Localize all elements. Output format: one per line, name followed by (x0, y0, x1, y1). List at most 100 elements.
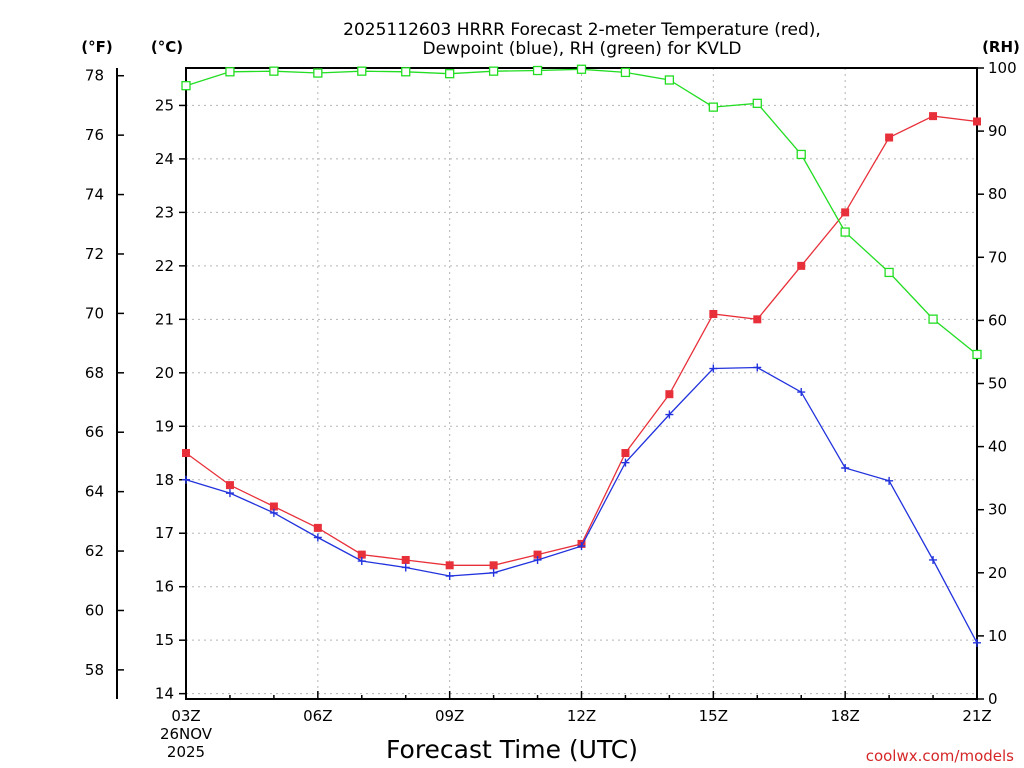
rh-point (620, 67, 631, 78)
series-dewpoint (182, 363, 981, 647)
dewpoint-point (357, 557, 366, 566)
fahrenheit-tick-label: 58 (85, 661, 104, 679)
celsius-tick-label: 23 (155, 203, 174, 221)
dewpoint-point (665, 410, 674, 419)
rh-tick-label: 20 (988, 564, 1007, 582)
temperature-point (753, 315, 762, 324)
dewpoint-point (533, 555, 542, 564)
rh-point (884, 267, 894, 278)
rh-point (181, 81, 191, 91)
temperature-point (929, 112, 938, 121)
rh-point (225, 67, 235, 77)
dewpoint-point (885, 476, 894, 485)
chart-title-line-2: Dewpoint (blue), RH (green) for KVLD (423, 39, 742, 59)
axes (116, 67, 984, 700)
data-series (181, 64, 982, 647)
dewpoint-point (313, 533, 322, 542)
temperature-point (401, 555, 410, 564)
credit-text: coolwx.com/models (866, 747, 1014, 765)
fahrenheit-tick-label: 64 (85, 483, 104, 501)
date-label-year: 2025 (167, 743, 205, 761)
fahrenheit-tick-label: 60 (85, 601, 104, 619)
dewpoint-point (797, 388, 806, 397)
temperature-point (973, 117, 981, 126)
celsius-tick-label: 20 (155, 364, 174, 382)
temperature-point (225, 481, 234, 490)
dewpoint-point (753, 363, 762, 372)
temperature-point (665, 390, 674, 399)
rh-point (532, 65, 543, 76)
x-tick-label: 09Z (435, 707, 464, 725)
rh-point (401, 67, 411, 77)
temperature-point (797, 261, 806, 270)
rh-point (488, 66, 499, 76)
rh-point (928, 314, 938, 324)
celsius-unit-label: (°C) (151, 38, 183, 56)
fahrenheit-tick-label: 62 (85, 542, 104, 560)
temperature-point (841, 208, 850, 217)
rh-tick-label: 100 (988, 59, 1017, 77)
celsius-tick-label: 21 (155, 310, 174, 328)
temperature-point (489, 561, 498, 570)
fahrenheit-tick-label: 74 (85, 186, 104, 204)
rh-point (357, 66, 367, 76)
x-tick-label: 06Z (303, 707, 332, 725)
celsius-tick-label: 24 (155, 150, 174, 168)
dewpoint-point (269, 508, 278, 517)
dewpoint-point (709, 364, 718, 373)
rh-tick-label: 40 (988, 438, 1007, 456)
temperature-point (885, 133, 894, 142)
rh-point (972, 349, 982, 360)
date-label-day: 26NOV (160, 725, 213, 743)
celsius-tick-label: 17 (155, 524, 174, 542)
tick-labels: 14 15 16 17 18 19 20 21 22 23 24 25 58 60 62 64 66 68 70 72… (85, 59, 1017, 725)
temperature-point (709, 309, 718, 318)
rh-tick-label: 10 (988, 627, 1007, 645)
rh-point (313, 68, 323, 78)
series-rh (181, 64, 982, 360)
dewpoint-point (621, 458, 630, 467)
dewpoint-line (185, 366, 978, 644)
fahrenheit-tick-label: 68 (85, 364, 104, 382)
grid-lines (186, 68, 977, 699)
fahrenheit-tick-label: 76 (85, 126, 104, 144)
dewpoint-point (841, 463, 850, 472)
x-tick-label: 12Z (567, 707, 596, 725)
dewpoint-point (445, 572, 454, 581)
x-tick-label: 21Z (962, 707, 991, 725)
dewpoint-point (577, 542, 586, 551)
rh-tick-label: 60 (988, 311, 1007, 329)
dewpoint-point (401, 563, 410, 572)
dewpoint-point (929, 555, 938, 564)
temperature-point (182, 449, 190, 458)
rh-point (664, 75, 675, 85)
fahrenheit-tick-label: 78 (85, 67, 104, 85)
fahrenheit-tick-label: 66 (85, 423, 104, 441)
rh-tick-label: 50 (988, 375, 1007, 393)
temperature-point (533, 550, 542, 559)
plot-frame (185, 67, 978, 700)
rh-unit-label: (RH) (982, 38, 1020, 56)
rh-point (708, 102, 718, 112)
rh-tick-label: 80 (988, 185, 1007, 203)
celsius-tick-label: 14 (155, 685, 174, 703)
temperature-point (621, 449, 630, 458)
rh-tick-label: 30 (988, 501, 1007, 519)
temperature-point (445, 561, 454, 570)
x-tick-label: 18Z (830, 707, 859, 725)
dewpoint-point (973, 638, 981, 647)
fahrenheit-tick-label: 72 (85, 245, 104, 263)
dewpoint-point (225, 489, 234, 498)
rh-point (445, 69, 455, 79)
celsius-tick-label: 15 (155, 631, 174, 649)
temperature-point (269, 502, 278, 511)
celsius-tick-label: 22 (155, 257, 174, 275)
rh-tick-label: 0 (988, 690, 998, 708)
rh-tick-label: 70 (988, 248, 1007, 266)
temperature-point (313, 523, 322, 532)
fahrenheit-unit-label: (°F) (81, 38, 112, 56)
dewpoint-point (489, 568, 498, 577)
rh-point (752, 98, 762, 108)
rh-point (269, 66, 279, 76)
